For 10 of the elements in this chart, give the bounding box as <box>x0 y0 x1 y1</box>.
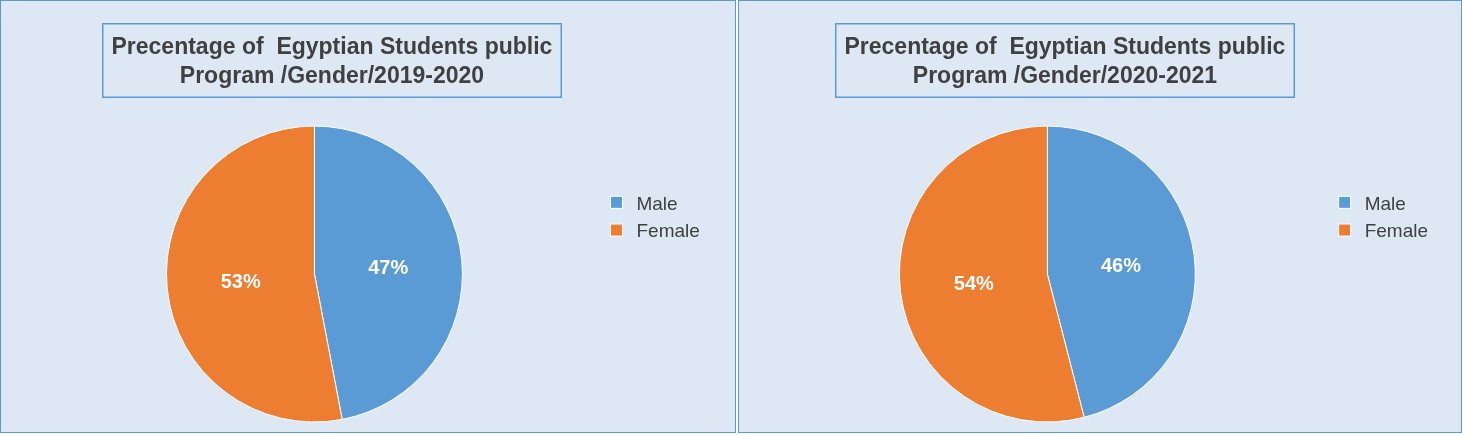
legend-label: Male <box>636 192 678 214</box>
data-label: 46% <box>1100 253 1142 276</box>
legend-label: Male <box>1364 192 1406 214</box>
data-label: 47% <box>368 256 409 279</box>
legend-label: Female <box>1364 220 1428 242</box>
legend-label: Female <box>636 220 700 242</box>
data-label: 53% <box>220 270 261 292</box>
data-label: 54% <box>953 272 995 295</box>
chart-title: Precentage of Egyptian Students public Program /Gender/2019-2020 <box>111 32 553 89</box>
chart-title: Precentage of Egyptian Students public Program /Gender/2020-2021 <box>844 32 1286 89</box>
